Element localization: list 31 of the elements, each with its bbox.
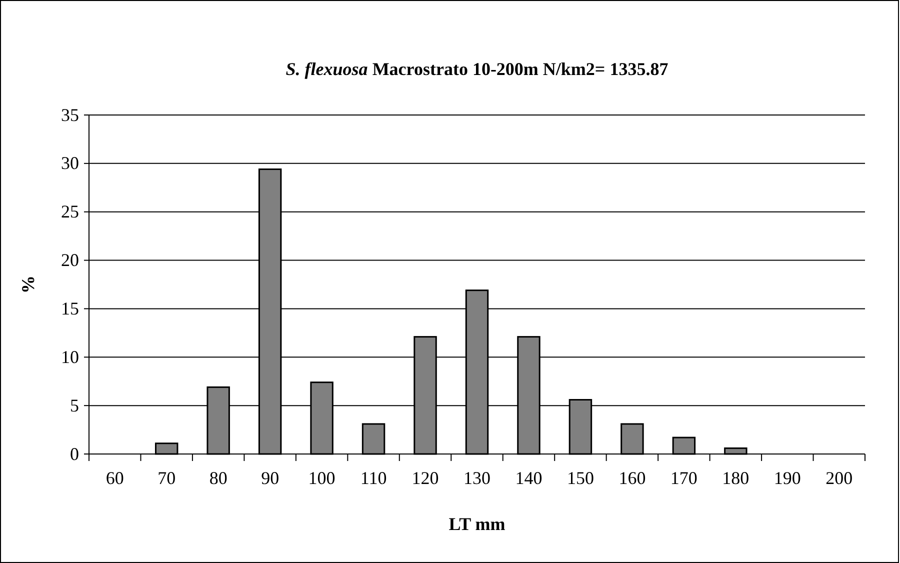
x-tick-label: 70 — [158, 468, 176, 488]
x-tick-label: 90 — [261, 468, 280, 488]
x-tick-label: 120 — [412, 468, 439, 488]
bar — [620, 423, 644, 455]
x-tick-label: 60 — [106, 468, 124, 488]
y-tick-label: 35 — [61, 104, 79, 125]
x-axis-title: LT mm — [448, 514, 506, 534]
x-tick-label: 80 — [209, 468, 228, 488]
x-tick-label: 140 — [515, 468, 542, 488]
y-tick-label: 15 — [61, 298, 79, 318]
x-tick-label: 110 — [360, 468, 387, 488]
y-tick-label: 5 — [70, 395, 79, 416]
x-tick-label: 170 — [670, 468, 698, 488]
x-tick-label: 180 — [722, 468, 750, 488]
bar — [362, 423, 386, 455]
bar — [154, 442, 178, 455]
y-tick-label: 10 — [61, 346, 79, 367]
x-tick-label: 130 — [464, 468, 490, 488]
y-tick-label: 30 — [61, 153, 79, 174]
y-tick-label: 0 — [70, 444, 79, 464]
y-tick-label: 20 — [61, 250, 79, 270]
x-tick-label: 200 — [826, 468, 853, 488]
x-tick-label: 150 — [566, 468, 594, 488]
x-tick-label: 190 — [774, 468, 801, 488]
y-axis-title: % — [18, 276, 38, 294]
x-tick-label: 160 — [618, 468, 646, 488]
bar — [672, 436, 696, 455]
x-tick-label: 100 — [308, 468, 336, 488]
chart-title: S. flexuosa Macrostrato 10-200m N/km2= 1335.87 — [286, 59, 668, 79]
bar — [724, 447, 748, 455]
y-tick-label: 25 — [61, 202, 79, 222]
